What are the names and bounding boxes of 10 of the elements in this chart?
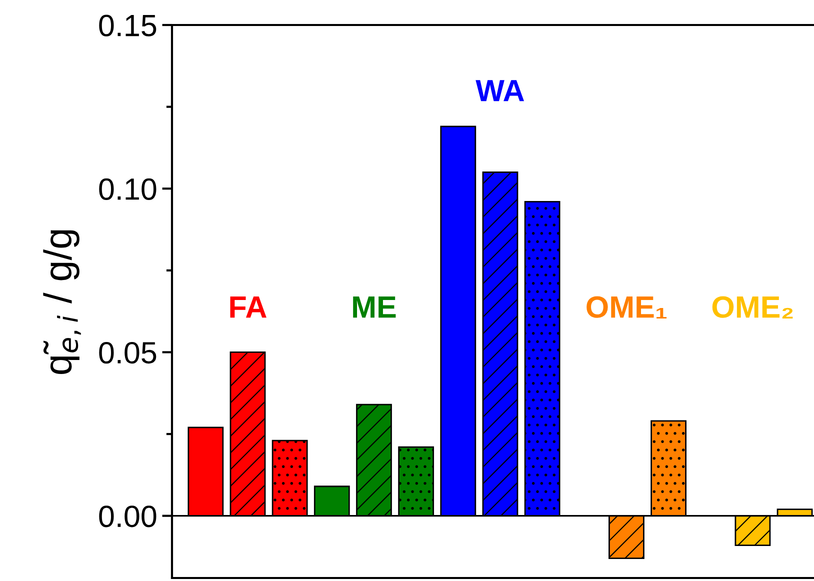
y-axis-title: q̃$_{e,i}$ / g/g (43, 230, 81, 374)
x-tick-label: OME₁ (586, 296, 667, 319)
y-tick-label: 0.05 (99, 342, 156, 364)
x-tick-label: WA (476, 80, 524, 102)
x-tick-label: ME (353, 296, 396, 318)
y-tick-label: 0.00 (99, 506, 156, 528)
y-tick-label: 0.10 (99, 178, 156, 200)
x-tick-label: FA (230, 296, 266, 318)
y-tick-label: 0.15 (99, 14, 156, 36)
x-tick-label: OME₂ (712, 296, 793, 319)
